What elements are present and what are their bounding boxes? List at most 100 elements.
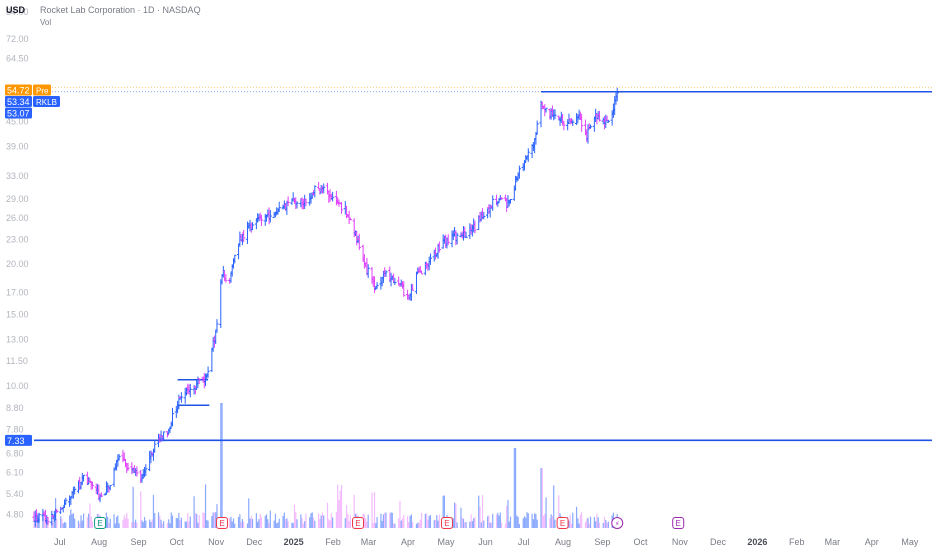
ohlc-bar — [437, 241, 441, 253]
ohlc-bar — [219, 279, 223, 329]
volume-bar — [400, 520, 402, 528]
volume-bar — [62, 523, 64, 528]
volume-bar — [437, 520, 439, 528]
volume-bar — [184, 521, 186, 528]
time-axis[interactable]: Jul Aug Sep Oct Nov Dec 2025 Feb Mar Apr May Jun Jul… — [54, 537, 919, 547]
volume-bar — [196, 513, 198, 528]
ohlc-bar — [224, 274, 228, 283]
volume-bar — [239, 514, 241, 528]
volume-bar — [277, 522, 279, 528]
volume-bar — [163, 521, 165, 528]
volume-bar — [72, 513, 74, 528]
volume-bar — [392, 523, 395, 528]
volume-bar — [229, 517, 231, 528]
ohlc-bar — [46, 516, 50, 526]
ohlc-bar — [347, 210, 351, 225]
volume-bar — [522, 518, 524, 528]
ohlc-bar — [64, 497, 68, 505]
ohlc-bar — [108, 484, 112, 491]
volume-bar — [506, 505, 508, 528]
volume-bar — [415, 523, 418, 528]
support-line-price-label-value: 7.33 — [7, 436, 25, 446]
ohlc-bar — [375, 282, 379, 289]
volume-bar — [278, 518, 280, 528]
volume-bar — [91, 521, 94, 528]
volume-bar — [602, 522, 604, 528]
volume-bar — [179, 520, 181, 528]
ohlc-bar — [55, 509, 59, 514]
volume-bar — [492, 513, 494, 528]
volume-bar — [122, 520, 124, 528]
volume-bar — [44, 517, 47, 528]
volume-bar — [495, 514, 498, 528]
volume-bar — [259, 513, 261, 528]
volume-bar — [371, 492, 373, 528]
volume-bar — [373, 492, 376, 528]
volume-bar — [504, 523, 507, 528]
volume-bar — [221, 403, 223, 528]
volume-bar — [455, 503, 457, 528]
volume-bar — [381, 520, 383, 528]
volume-bar — [150, 521, 152, 528]
volume-bar — [588, 523, 590, 528]
volume-bar — [516, 515, 518, 528]
volume-bar — [269, 510, 271, 528]
volume-bar — [366, 521, 368, 528]
volume-bar — [189, 516, 191, 528]
volume-bar — [347, 513, 349, 528]
volume-bar — [339, 490, 341, 528]
ohlc-bar — [153, 440, 157, 453]
ohlc-bar — [615, 87, 619, 102]
volume-bar — [115, 516, 118, 528]
volume-bar — [193, 496, 195, 528]
volume-bar — [596, 513, 598, 528]
volume-bar — [499, 512, 501, 528]
volume-bar — [483, 520, 485, 528]
volume-bar — [114, 523, 116, 528]
volume-bar — [133, 522, 135, 528]
volume-bar — [427, 519, 429, 528]
volume-bar — [587, 517, 589, 528]
volume-indicator-label[interactable]: Vol — [40, 18, 52, 27]
volume-bar — [149, 519, 151, 528]
ohlc-bar — [491, 195, 495, 211]
ohlc-bar — [37, 512, 41, 523]
x-tick-label: Feb — [325, 537, 341, 547]
volume-bar — [293, 504, 296, 528]
volume-bar — [151, 519, 153, 528]
volume-bar — [544, 513, 546, 528]
ohlc-bar — [562, 120, 566, 131]
volume-bar — [43, 515, 45, 528]
ohlc-bar — [188, 383, 192, 398]
volume-bar — [328, 519, 330, 528]
volume-bar — [145, 520, 147, 528]
volume-bar — [577, 518, 579, 528]
y-tick-label: 11.50 — [6, 356, 28, 366]
volume-bar — [168, 519, 170, 528]
volume-bar — [480, 522, 482, 528]
volume-bar — [161, 523, 163, 528]
volume-bar — [70, 509, 72, 528]
x-tick-label: Nov — [672, 537, 689, 547]
volume-bar — [326, 502, 329, 528]
y-tick-label: 10.00 — [6, 381, 29, 391]
volume-bar — [206, 519, 208, 528]
x-tick-label: Nov — [208, 537, 225, 547]
volume-bar — [241, 519, 243, 528]
volume-bar — [234, 523, 236, 528]
ohlc-bar — [339, 201, 344, 214]
volume-bar — [399, 500, 401, 528]
volume-bar — [606, 522, 608, 528]
ohlc-bar — [117, 454, 121, 461]
volume-bar — [268, 523, 270, 528]
ohlc-bar — [446, 234, 450, 246]
ohlc-bar — [73, 486, 77, 495]
volume-bar — [551, 515, 554, 528]
earnings-marker-label: E — [676, 519, 681, 528]
y-tick-label: 29.00 — [6, 194, 29, 204]
volume-bar — [90, 516, 92, 528]
volume-bar — [460, 507, 462, 528]
price-axis[interactable]: 84.00 72.00 64.50 45.00 39.00 33.00 29.00 26.00… — [6, 5, 29, 520]
